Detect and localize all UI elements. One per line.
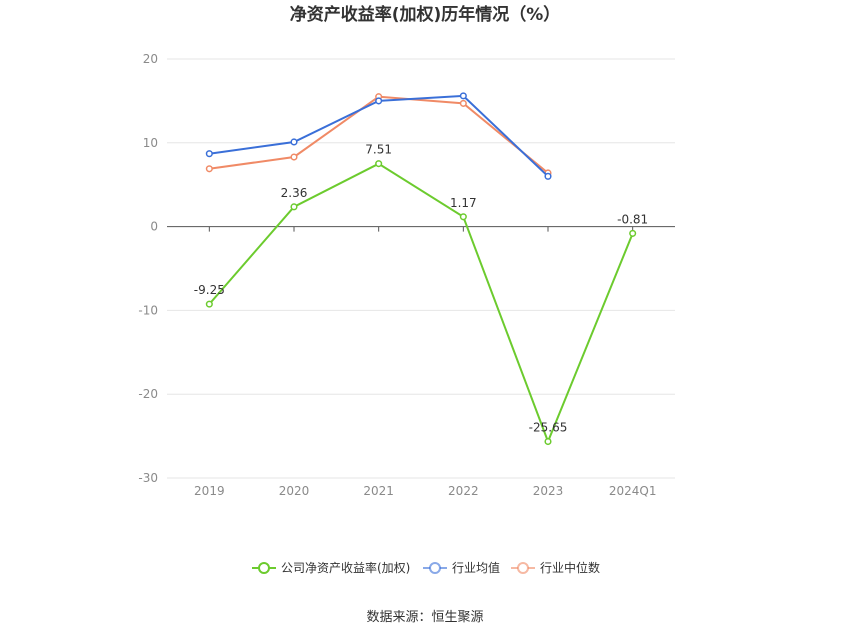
series-line [208, 162, 634, 445]
data-point [459, 213, 467, 221]
y-tick-label: 10 [143, 136, 158, 150]
legend-item-2: 行业中位数 [511, 560, 600, 575]
data-source: 数据来源：恒生聚源 [366, 610, 483, 625]
data-point [629, 229, 637, 237]
legend-item-0: 公司净资产收益率(加权) [252, 560, 410, 575]
x-tick-label: 2022 [448, 484, 479, 498]
data-label: 1.17 [450, 196, 477, 210]
legend-marker [517, 562, 529, 574]
data-point [375, 160, 383, 168]
legend: 公司净资产收益率(加权) 行业均值 行业中位数 [252, 560, 600, 575]
legend-label: 行业中位数 [540, 560, 600, 575]
x-tick-label: 2020 [279, 484, 310, 498]
x-tick-label: 2021 [363, 484, 394, 498]
data-point [290, 203, 298, 211]
data-point [544, 437, 552, 446]
data-label: -25.65 [529, 421, 568, 435]
data-label: 7.51 [365, 143, 392, 157]
data-point [205, 150, 213, 158]
x-tick-label: 2024Q1 [609, 484, 657, 498]
x-tick-label: 2023 [533, 484, 564, 498]
y-axis: 20 10 0 -10 -20 -30 [138, 52, 158, 485]
data-point [205, 300, 213, 308]
series-1 [205, 92, 552, 180]
grid-lines [167, 58, 675, 479]
x-axis: 2019 2020 2021 2022 2023 2024Q1 [167, 226, 675, 498]
y-tick-label: -20 [138, 387, 158, 401]
data-label: -9.25 [194, 283, 225, 297]
series-0: -9.25 2.36 7.51 1.17 -25.65 -0.81 [194, 143, 648, 446]
data-point [459, 92, 467, 100]
y-tick-label: -30 [138, 471, 158, 485]
series-group: -9.25 2.36 7.51 1.17 -25.65 -0.81 [194, 92, 648, 446]
legend-item-1: 行业均值 [423, 560, 500, 575]
x-tick-label: 2019 [194, 484, 225, 498]
data-label: -0.81 [617, 212, 648, 226]
legend-label: 行业均值 [452, 560, 500, 575]
data-point [544, 172, 552, 180]
legend-label: 公司净资产收益率(加权) [281, 560, 410, 575]
y-tick-label: 20 [143, 52, 158, 66]
chart-title: 净资产收益率(加权)历年情况（%） [290, 4, 561, 25]
data-point [290, 138, 298, 146]
data-point [459, 99, 467, 107]
legend-marker [429, 562, 441, 574]
data-point [205, 165, 213, 173]
y-tick-label: 0 [150, 220, 158, 234]
legend-marker [258, 562, 270, 574]
data-point [375, 97, 383, 105]
y-tick-label: -10 [138, 303, 158, 317]
data-point [290, 153, 298, 161]
data-label: 2.36 [281, 186, 308, 200]
